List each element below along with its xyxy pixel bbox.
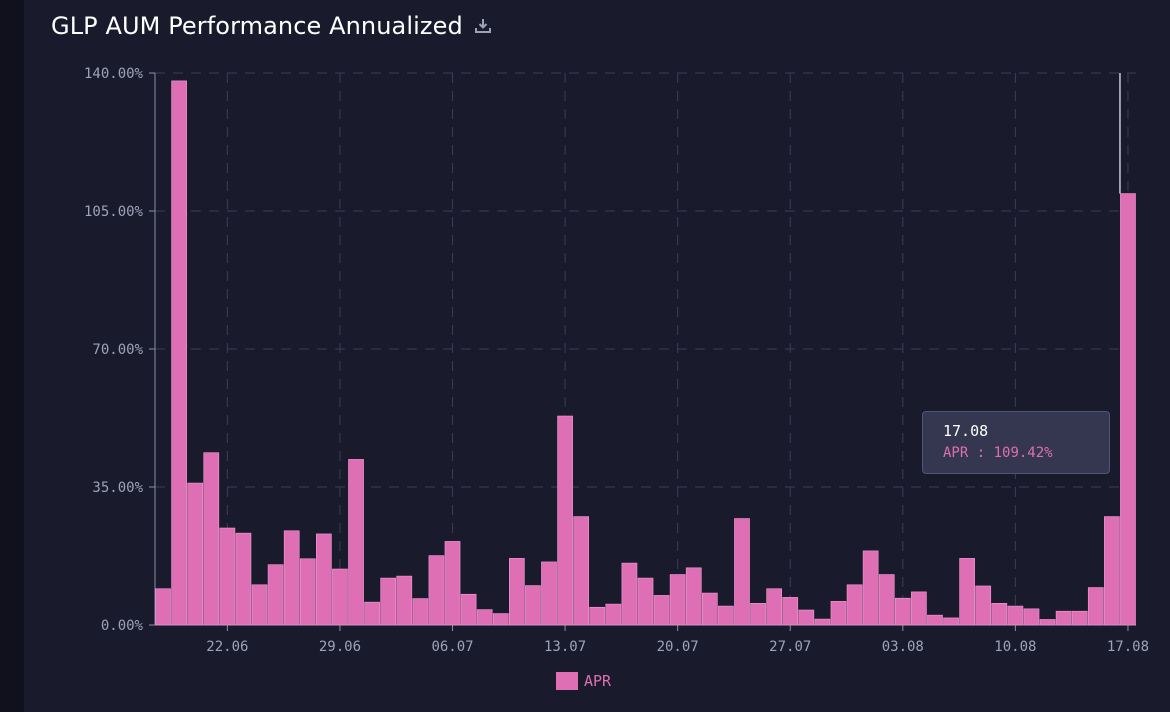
bar-apr[interactable] bbox=[830, 601, 847, 626]
tick-labels: 0.00% 35.00% 70.00% 105.00% 140.00% 22.06 29.0… bbox=[84, 66, 1149, 655]
bar-apr[interactable] bbox=[541, 561, 557, 626]
bar-apr[interactable] bbox=[251, 584, 268, 626]
bar-apr[interactable] bbox=[557, 415, 573, 626]
x-tick-label: 03.08 bbox=[882, 639, 924, 655]
bar-apr[interactable] bbox=[332, 568, 348, 626]
bar-apr[interactable] bbox=[509, 558, 525, 626]
bar-apr[interactable] bbox=[412, 598, 429, 626]
bar-apr[interactable] bbox=[653, 595, 670, 626]
bar-apr[interactable] bbox=[428, 555, 445, 626]
tooltip-separator: : bbox=[968, 445, 994, 461]
bar-apr[interactable] bbox=[637, 577, 654, 626]
y-tick-label: 140.00% bbox=[84, 66, 144, 82]
bar-apr[interactable] bbox=[1104, 516, 1120, 626]
bar-apr[interactable] bbox=[492, 613, 509, 626]
y-tick-label: 35.00% bbox=[92, 480, 143, 496]
x-tick-label: 29.06 bbox=[319, 639, 361, 655]
bar-apr[interactable] bbox=[171, 80, 187, 626]
bar-apr[interactable] bbox=[267, 564, 284, 626]
bar-apr[interactable] bbox=[1039, 619, 1056, 626]
x-tick-label: 13.07 bbox=[544, 639, 586, 655]
bar-apr[interactable] bbox=[975, 585, 992, 626]
bar-apr[interactable] bbox=[846, 584, 863, 626]
bar-apr[interactable] bbox=[750, 603, 766, 626]
bar-apr[interactable] bbox=[1055, 610, 1072, 626]
bar-apr[interactable] bbox=[348, 459, 364, 626]
bar-apr[interactable] bbox=[299, 558, 316, 626]
bar-apr[interactable] bbox=[798, 609, 815, 626]
bar-apr[interactable] bbox=[605, 603, 622, 626]
bar-apr[interactable] bbox=[1023, 608, 1040, 626]
bar-apr[interactable] bbox=[219, 527, 236, 626]
x-tick-label: 10.08 bbox=[994, 639, 1036, 655]
bar-apr[interactable] bbox=[364, 601, 380, 626]
bar-apr[interactable] bbox=[155, 588, 171, 626]
bar-apr[interactable] bbox=[283, 530, 300, 626]
tooltip-value: APR : 109.42% bbox=[943, 442, 1109, 464]
x-tick-label: 20.07 bbox=[657, 639, 699, 655]
bar-apr[interactable] bbox=[573, 516, 590, 626]
bar-apr[interactable] bbox=[460, 593, 477, 626]
tooltip-amount: 109.42% bbox=[993, 445, 1053, 461]
x-tick-label: 17.08 bbox=[1107, 639, 1149, 655]
bar-apr[interactable] bbox=[316, 533, 332, 626]
y-tick-label: 0.00% bbox=[101, 618, 144, 634]
x-tick-label: 22.06 bbox=[206, 639, 248, 655]
bar-apr[interactable] bbox=[476, 609, 493, 626]
bar-apr[interactable] bbox=[444, 541, 461, 626]
bar-apr[interactable] bbox=[203, 452, 220, 626]
x-tick-label: 27.07 bbox=[769, 639, 811, 655]
bar-apr[interactable] bbox=[525, 585, 541, 626]
bar-apr[interactable] bbox=[621, 562, 638, 626]
y-tick-label: 105.00% bbox=[84, 204, 144, 220]
legend-label-apr: APR bbox=[584, 672, 612, 690]
bar-apr[interactable] bbox=[878, 574, 895, 626]
chart-tooltip: 17.08 APR : 109.42% bbox=[922, 411, 1110, 474]
bar-apr[interactable] bbox=[862, 550, 879, 626]
x-tick-label: 06.07 bbox=[431, 639, 473, 655]
bar-apr[interactable] bbox=[894, 597, 911, 626]
bar-apr[interactable] bbox=[911, 591, 927, 626]
bar-apr[interactable] bbox=[734, 518, 750, 626]
download-icon[interactable] bbox=[473, 16, 493, 36]
left-strip bbox=[0, 0, 24, 712]
bar-apr[interactable] bbox=[1071, 610, 1088, 626]
legend-swatch bbox=[556, 672, 578, 690]
chart-title: GLP AUM Performance Annualized bbox=[51, 12, 463, 40]
chart-header: GLP AUM Performance Annualized bbox=[51, 8, 493, 44]
bar-apr[interactable] bbox=[766, 588, 782, 626]
grid-lines bbox=[155, 72, 1136, 625]
bar-apr[interactable] bbox=[927, 614, 943, 626]
tooltip-series: APR bbox=[943, 445, 969, 461]
bars[interactable] bbox=[155, 80, 1136, 626]
y-tick-label: 70.00% bbox=[92, 342, 143, 358]
bar-apr[interactable] bbox=[396, 575, 413, 626]
bar-apr[interactable] bbox=[943, 617, 959, 626]
legend[interactable]: APR bbox=[556, 672, 611, 690]
bar-apr[interactable] bbox=[235, 532, 252, 626]
bar-apr[interactable] bbox=[1087, 587, 1104, 626]
bar-apr[interactable] bbox=[669, 574, 686, 626]
bar-apr[interactable] bbox=[1007, 605, 1024, 626]
bar-apr[interactable] bbox=[380, 577, 397, 626]
bar-apr[interactable] bbox=[814, 618, 831, 626]
bar-apr[interactable] bbox=[959, 558, 975, 626]
bar-apr[interactable] bbox=[718, 605, 734, 626]
bar-apr[interactable] bbox=[991, 603, 1008, 626]
bar-apr[interactable] bbox=[782, 597, 799, 626]
bar-apr[interactable] bbox=[589, 606, 606, 626]
bar-apr[interactable] bbox=[701, 592, 718, 626]
bar-apr[interactable] bbox=[187, 482, 204, 626]
bar-apr[interactable] bbox=[685, 567, 702, 626]
bar-apr[interactable] bbox=[1120, 193, 1136, 626]
tooltip-date: 17.08 bbox=[943, 422, 989, 440]
